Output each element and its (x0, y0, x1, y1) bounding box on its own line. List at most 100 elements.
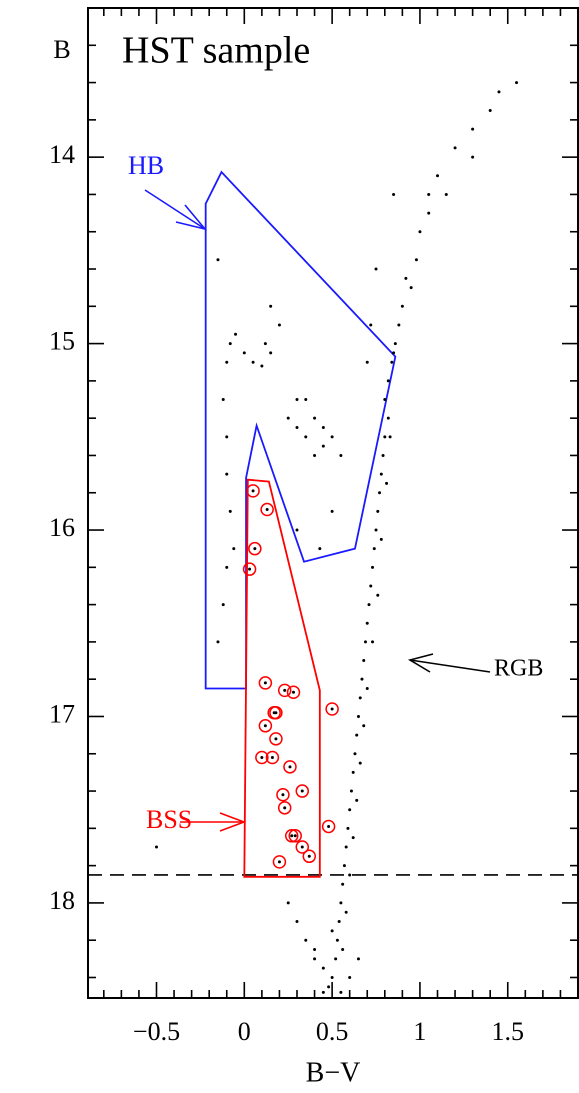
bss-dot (260, 755, 264, 759)
star (251, 360, 255, 364)
bss-dot (288, 765, 292, 769)
star (295, 425, 299, 429)
bss-star (258, 676, 273, 690)
bss-ring (258, 676, 273, 690)
star (318, 547, 322, 551)
star (363, 640, 367, 644)
bss-dot (300, 845, 304, 849)
bss-ring (295, 840, 310, 854)
star (418, 230, 422, 234)
star (392, 192, 396, 196)
star (393, 342, 397, 346)
star (348, 808, 352, 812)
star (330, 975, 334, 979)
star (371, 565, 375, 569)
bss-ring (248, 541, 262, 556)
hb-arrow (144, 189, 208, 231)
star (263, 342, 267, 346)
star (348, 975, 352, 979)
star (353, 752, 357, 756)
x-tick-label: −0.5 (133, 1017, 180, 1046)
bss-dot (283, 806, 287, 810)
bss-dot (270, 755, 274, 759)
bss-dot (263, 724, 267, 728)
star (344, 910, 348, 914)
star (286, 901, 290, 905)
star (471, 127, 475, 131)
bss-star (283, 760, 297, 774)
star (356, 714, 360, 718)
star (321, 425, 325, 429)
x-axis-label: B−V (306, 1057, 361, 1088)
star (295, 398, 299, 402)
star (374, 528, 378, 532)
star (341, 882, 345, 886)
star (225, 565, 229, 569)
star (339, 453, 343, 457)
star (342, 864, 346, 868)
star (515, 81, 519, 85)
star (234, 332, 238, 336)
bss-star (258, 719, 273, 733)
star (371, 640, 375, 644)
star (351, 770, 355, 774)
star (330, 509, 334, 513)
star (225, 435, 229, 439)
bss-dot (327, 824, 331, 828)
star (427, 192, 431, 196)
star (383, 398, 387, 402)
bss-dot (274, 737, 278, 741)
bss-star (295, 840, 310, 854)
star (386, 379, 390, 383)
bss-ring (302, 849, 317, 864)
plot-area (88, 81, 578, 994)
star (339, 990, 343, 994)
bss-dot (281, 793, 285, 797)
region-outline (204, 170, 397, 690)
star (369, 323, 373, 327)
bss-star (246, 484, 260, 498)
bss-ring (242, 562, 257, 576)
star (337, 920, 341, 924)
bss-ring (295, 784, 310, 798)
star (321, 444, 325, 448)
bss-star (284, 829, 299, 843)
star (313, 416, 317, 420)
star (379, 472, 383, 476)
star (444, 192, 448, 196)
star (228, 342, 232, 346)
star (330, 929, 334, 933)
star (386, 416, 390, 420)
star (497, 90, 501, 94)
star (216, 258, 220, 262)
bss-dot (300, 789, 304, 793)
star (346, 826, 350, 830)
star (381, 453, 385, 457)
x-tick-label: 1 (413, 1017, 426, 1046)
star (376, 509, 380, 513)
bss-dot (290, 834, 294, 838)
x-tick-label: 1.5 (491, 1017, 524, 1046)
star (154, 845, 158, 849)
plot-frame (87, 7, 579, 999)
star (335, 938, 339, 942)
star (295, 920, 299, 924)
bss-dot (253, 547, 257, 551)
star (435, 174, 439, 178)
region-label: HB (128, 151, 164, 180)
bss-ring (269, 705, 283, 720)
star (295, 528, 299, 532)
star (216, 640, 220, 644)
bss-ring (284, 829, 299, 843)
bss-dot (293, 834, 297, 838)
bss-dot (248, 567, 252, 571)
bss-ring (321, 819, 336, 834)
bss-star (255, 750, 269, 765)
y-tick-label: 15 (49, 327, 75, 356)
arrows (144, 189, 491, 832)
star (471, 155, 475, 159)
bss-dot (283, 688, 287, 692)
bss-star (325, 702, 339, 716)
bss-ring (286, 685, 301, 699)
annotation: RGB (494, 656, 543, 682)
